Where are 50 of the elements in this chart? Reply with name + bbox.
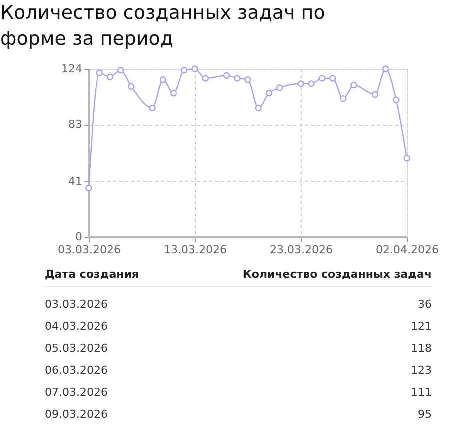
text: 06.03.2026	[45, 364, 108, 377]
point	[223, 72, 230, 80]
text: Дата создания	[45, 268, 139, 281]
point	[404, 155, 410, 162]
y-tick-label: 41	[68, 174, 82, 188]
point	[244, 76, 252, 84]
point	[318, 75, 326, 82]
point	[117, 67, 124, 74]
point	[298, 80, 304, 88]
point	[308, 80, 315, 88]
point	[340, 95, 347, 102]
y-tick-label: 124	[62, 62, 82, 76]
text: 118	[411, 342, 432, 355]
point	[276, 84, 284, 92]
point	[192, 66, 198, 72]
point	[106, 74, 114, 80]
point	[266, 90, 273, 97]
point	[181, 67, 188, 74]
point	[149, 104, 156, 112]
y-tick-label: 83	[68, 118, 82, 132]
text: 07.03.2026	[45, 386, 108, 399]
point	[350, 82, 358, 89]
text: 123	[411, 364, 432, 377]
point	[128, 83, 135, 90]
text: 04.03.2026	[45, 320, 108, 333]
point	[234, 75, 241, 82]
text: Количество созданных задач	[242, 268, 432, 281]
x-tick-label: 13.03.2026	[164, 244, 227, 256]
text: 09.03.2026	[45, 408, 108, 421]
text: 03.03.2026	[45, 298, 108, 311]
point	[96, 70, 103, 76]
text: 111	[411, 386, 432, 399]
chart-title: Количество созданных задач по форме за период	[0, 2, 326, 50]
x-tick-label: 02.04.2026	[376, 244, 439, 256]
text: 95	[418, 408, 432, 421]
point	[170, 90, 178, 97]
point	[255, 104, 262, 112]
point	[329, 75, 336, 82]
text: 05.03.2026	[45, 342, 108, 355]
point	[160, 76, 167, 84]
y-tick-label: 0	[76, 230, 82, 244]
point	[86, 184, 92, 192]
text: 36	[418, 298, 432, 311]
point	[202, 75, 209, 82]
point	[372, 91, 379, 98]
x-tick-label: 03.03.2026	[58, 244, 121, 256]
text: 121	[411, 320, 432, 333]
point	[382, 66, 390, 72]
point	[393, 96, 400, 104]
x-tick-label: 23.03.2026	[270, 244, 333, 256]
